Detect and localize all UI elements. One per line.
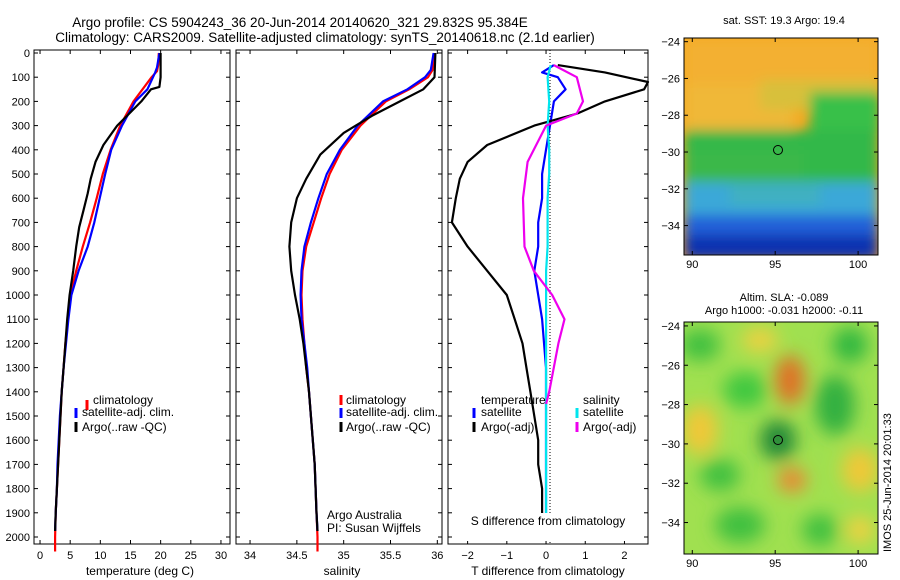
legend-climatology: climatology — [93, 393, 153, 407]
y-tick-label: 400 — [12, 145, 30, 157]
map-y-tick-label: −32 — [661, 184, 680, 196]
y-tick-label: 1700 — [6, 459, 30, 471]
map-x-tick-label: 100 — [849, 558, 867, 570]
title-line-2: Climatology: CARS2009. Satellite-adjuste… — [55, 30, 595, 45]
map-y-tick-label: −24 — [661, 321, 680, 333]
map-x-tick-label: 95 — [769, 558, 781, 570]
map-y-tick-label: −30 — [661, 439, 680, 451]
x-tick-label: 15 — [124, 550, 136, 562]
legend-argo-sal: Argo(-adj) — [583, 420, 636, 434]
title-line-1: Argo profile: CS 5904243_36 20-Jun-2014 … — [72, 15, 528, 30]
imos-timestamp: IMOS 25-Jun-2014 20:01:33 — [882, 413, 894, 552]
x-tick-label: 2 — [621, 550, 627, 562]
y-tick-label: 800 — [12, 242, 30, 254]
x-tick-label: 34.5 — [286, 550, 307, 562]
argo-location-marker — [773, 435, 783, 445]
legend-argo: Argo(..raw -QC) — [82, 420, 167, 434]
legend-satellite-sal: satellite — [583, 405, 624, 419]
sla-map-title-1: Altim. SLA: -0.089 — [740, 292, 829, 304]
legend-satellite-temp: satellite — [481, 405, 522, 419]
x-tick-label: 36 — [431, 550, 443, 562]
legend-argo-temp: Argo(-adj) — [481, 420, 534, 434]
legend-satellite-adj: satellite-adj. clim. — [82, 405, 174, 419]
argo-location-marker — [773, 145, 783, 155]
y-tick-label: 300 — [12, 121, 30, 133]
x-tick-label: 35 — [338, 550, 350, 562]
map-y-tick-label: −32 — [661, 478, 680, 490]
series-line-3 — [544, 64, 552, 531]
legend-climatology: climatology — [346, 393, 406, 407]
x-tick-label: 34 — [244, 550, 256, 562]
temperature-legend: climatology satellite-adj. clim. Argo(..… — [74, 393, 174, 434]
x-tick-label: 5 — [67, 550, 73, 562]
x-tick-label: 0 — [543, 550, 549, 562]
top-axis-label-bg — [455, 513, 635, 541]
map-x-tick-label: 100 — [849, 259, 867, 271]
y-tick-label: 1000 — [6, 290, 30, 302]
y-tick-label: 200 — [12, 96, 30, 108]
map-y-tick-label: −26 — [661, 360, 680, 372]
x-tick-label: −2 — [461, 550, 474, 562]
y-tick-label: 1400 — [6, 387, 30, 399]
map-y-tick-label: −26 — [661, 73, 680, 85]
legend-header-salinity: salinity — [583, 393, 620, 407]
x-tick-label: 35.5 — [380, 550, 401, 562]
y-tick-label: 100 — [12, 72, 30, 84]
legend-satellite-adj: satellite-adj. clim. — [346, 405, 438, 419]
map-y-tick-label: −28 — [661, 110, 680, 122]
y-tick-label: 700 — [12, 217, 30, 229]
x-tick-label: 20 — [155, 550, 167, 562]
sst-map-title: sat. SST: 19.3 Argo: 19.4 — [723, 15, 845, 27]
sla-map-title-2: Argo h1000: -0.031 h2000: -0.11 — [705, 305, 863, 317]
temperature-xlabel: temperature (deg C) — [86, 564, 194, 578]
legend-argo: Argo(..raw -QC) — [346, 420, 431, 434]
y-tick-label: 1600 — [6, 435, 30, 447]
map-x-tick-label: 90 — [686, 558, 698, 570]
map-y-tick-label: −24 — [661, 37, 680, 49]
credits-line-2: PI: Susan Wijffels — [327, 521, 421, 535]
difference-legend: temperature salinity satellite Argo(-adj… — [472, 393, 636, 434]
sla-map: Altim. SLA: -0.089 Argo h1000: -0.031 h2… — [661, 292, 879, 570]
map-y-tick-label: −30 — [661, 147, 680, 159]
salinity-legend: climatology satellite-adj. clim. Argo(..… — [339, 393, 438, 434]
series-line-2 — [450, 64, 650, 532]
map-x-tick-label: 90 — [686, 259, 698, 271]
s-difference-label: S difference from climatology — [471, 514, 626, 528]
salinity-panel: 34 34.5 35 35.5 36 salinity climatology sate… — [235, 49, 443, 578]
y-tick-label: 900 — [12, 266, 30, 278]
y-tick-label: 1800 — [6, 484, 30, 496]
sla-heatmap — [684, 322, 878, 554]
salinity-xlabel: salinity — [324, 564, 361, 578]
map-y-tick-label: −34 — [661, 518, 680, 530]
legend-header-temperature: temperature — [481, 393, 546, 407]
map-y-tick-label: −34 — [661, 221, 680, 233]
series-line-3 — [288, 52, 437, 532]
x-tick-label: 10 — [94, 550, 106, 562]
credits-line-1: Argo Australia — [327, 508, 402, 522]
temperature-panel: 0100200300400500600700800900100011001200… — [6, 48, 231, 578]
y-tick-label: 500 — [12, 169, 30, 181]
y-tick-label: 1300 — [6, 363, 30, 375]
series-line-4 — [521, 64, 585, 405]
map-y-tick-label: −28 — [661, 400, 680, 412]
x-tick-label: 1 — [582, 550, 588, 562]
y-tick-label: 0 — [24, 48, 30, 60]
sst-heatmap — [684, 38, 878, 255]
x-tick-label: 25 — [185, 550, 197, 562]
sst-map: sat. SST: 19.3 Argo: 19.4 90 95 100 −24 −26 −… — [661, 15, 879, 271]
series-line-3 — [54, 53, 162, 532]
x-tick-label: −1 — [501, 550, 514, 562]
x-tick-label: 0 — [37, 550, 43, 562]
y-tick-label: 600 — [12, 193, 30, 205]
y-tick-label: 1900 — [6, 508, 30, 520]
y-tick-label: 2000 — [6, 532, 30, 544]
map-x-tick-label: 95 — [769, 259, 781, 271]
y-tick-label: 1500 — [6, 411, 30, 423]
y-tick-label: 1100 — [6, 314, 30, 326]
y-tick-label: 1200 — [6, 338, 30, 350]
x-tick-label: 30 — [215, 550, 227, 562]
t-difference-label: T difference from climatology — [471, 564, 625, 578]
